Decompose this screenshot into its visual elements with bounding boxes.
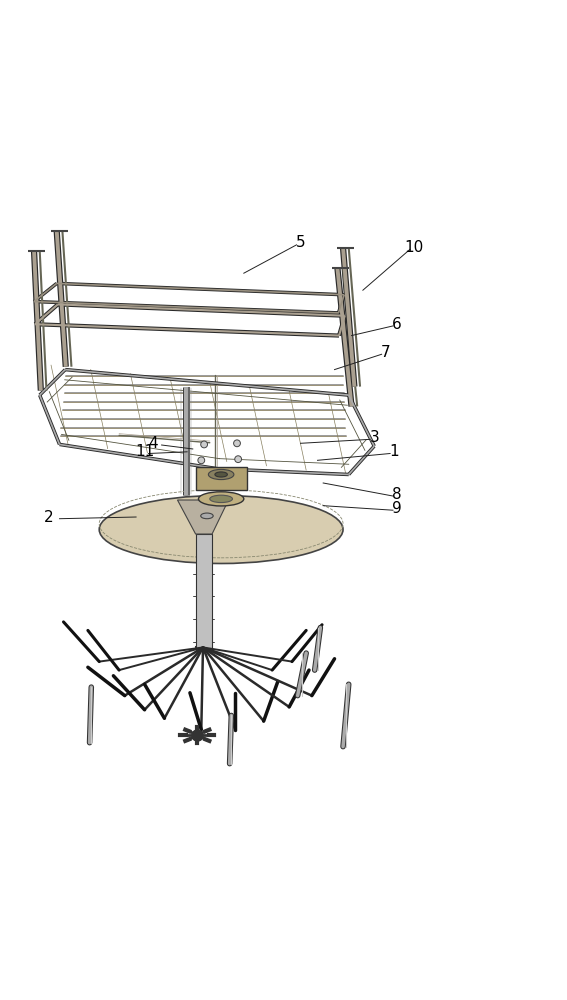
- Ellipse shape: [198, 492, 244, 506]
- Bar: [196, 467, 247, 490]
- Text: 4: 4: [149, 436, 158, 451]
- Polygon shape: [177, 500, 229, 534]
- Text: 10: 10: [404, 240, 424, 255]
- Text: 9: 9: [392, 501, 402, 516]
- Ellipse shape: [209, 469, 234, 480]
- Circle shape: [201, 441, 208, 448]
- Circle shape: [234, 440, 240, 447]
- Text: 1: 1: [390, 444, 399, 459]
- Text: 8: 8: [392, 487, 401, 502]
- Ellipse shape: [210, 495, 232, 503]
- Text: 6: 6: [392, 317, 402, 332]
- Text: 5: 5: [296, 235, 305, 250]
- Circle shape: [235, 456, 242, 463]
- Text: 7: 7: [381, 345, 390, 360]
- Ellipse shape: [201, 513, 213, 519]
- Text: 11: 11: [135, 444, 154, 459]
- Ellipse shape: [99, 495, 343, 564]
- Text: 3: 3: [369, 430, 379, 445]
- Ellipse shape: [215, 472, 227, 477]
- Text: 2: 2: [44, 510, 53, 525]
- Circle shape: [198, 457, 205, 464]
- Polygon shape: [196, 534, 212, 650]
